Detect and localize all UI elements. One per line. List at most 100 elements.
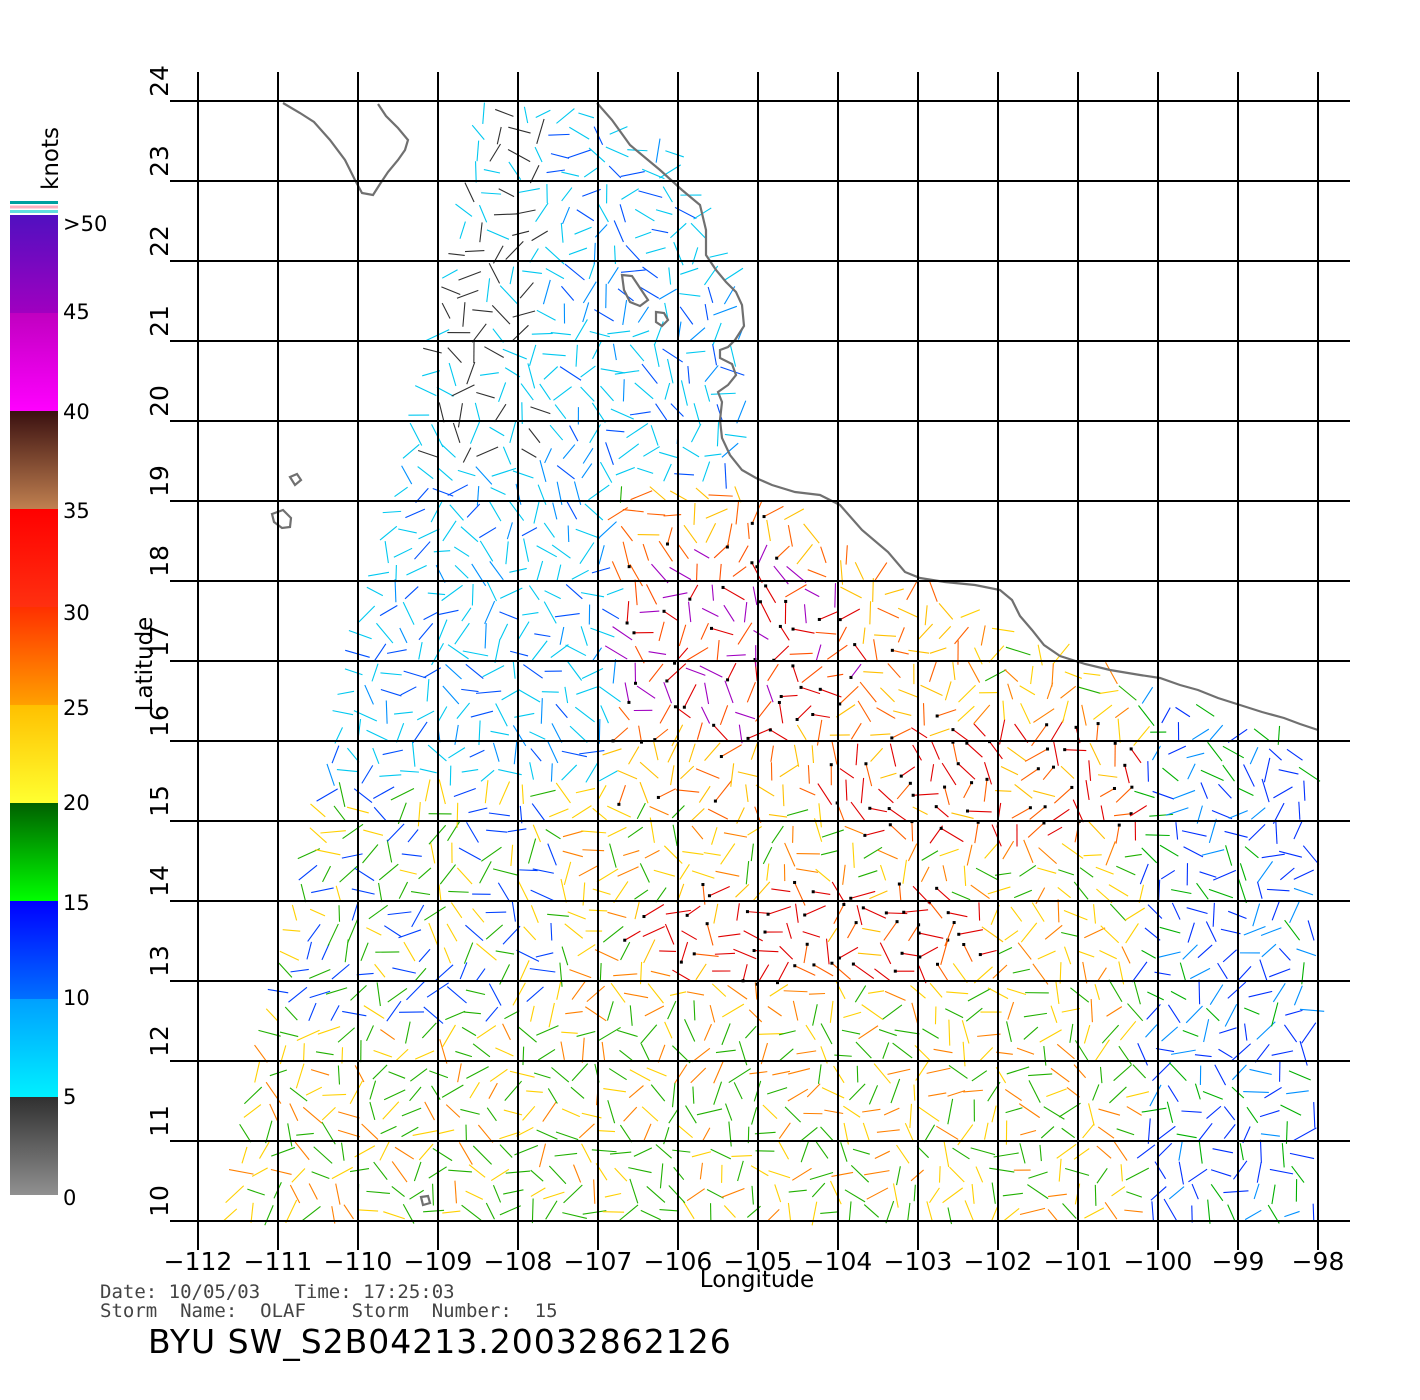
wind-vector <box>620 269 646 273</box>
wind-vector <box>667 741 679 763</box>
wind-vector <box>850 890 876 899</box>
wind-vector <box>1043 1106 1065 1120</box>
wind-vector <box>264 1205 274 1226</box>
wind-vector <box>1058 1158 1062 1182</box>
wind-vector-head <box>719 755 723 759</box>
wind-vector <box>559 626 565 645</box>
wind-vector <box>634 902 640 920</box>
wind-vector <box>602 748 622 756</box>
wind-vector <box>872 578 874 602</box>
wind-vector <box>534 633 551 638</box>
wind-vector-head <box>768 728 772 732</box>
wind-vector <box>738 545 749 563</box>
wind-vector <box>499 611 518 620</box>
wind-vector <box>991 824 1002 847</box>
wind-vector <box>1188 1168 1208 1183</box>
wind-vector <box>879 864 887 881</box>
wind-vector <box>768 814 788 818</box>
wind-vector <box>1301 1022 1317 1044</box>
wind-vector <box>834 1054 852 1057</box>
wind-vector <box>945 1008 964 1019</box>
wind-vector <box>575 528 601 539</box>
coastline-segment <box>654 310 670 328</box>
latitude-tick-label: 11 <box>145 1105 174 1137</box>
wind-vector <box>1019 685 1036 696</box>
wind-vector <box>495 108 514 117</box>
wind-vector <box>380 1029 396 1040</box>
wind-vector <box>548 1165 567 1185</box>
wind-vector <box>462 650 489 657</box>
wind-vector <box>787 1202 792 1221</box>
wind-vector <box>418 528 440 540</box>
wind-vector <box>451 384 475 397</box>
wind-vector <box>421 1022 437 1039</box>
wind-vector <box>904 1122 914 1142</box>
wind-vector <box>448 890 469 893</box>
wind-vector <box>1012 968 1030 974</box>
wind-vector <box>516 1126 534 1137</box>
wind-vector <box>662 186 673 203</box>
wind-vector <box>409 1189 425 1200</box>
wind-vector <box>1139 863 1149 885</box>
wind-vector <box>1223 1124 1236 1139</box>
wind-vector <box>731 1154 753 1158</box>
wind-vector <box>309 969 331 979</box>
wind-vector <box>563 861 572 886</box>
wind-vector <box>1227 1204 1236 1222</box>
wind-vector <box>607 267 619 284</box>
wind-vector <box>550 331 571 336</box>
wind-vector-head <box>692 952 696 956</box>
wind-vector <box>516 949 540 962</box>
wind-vector <box>309 908 326 917</box>
wind-vector <box>555 782 571 804</box>
wind-vector <box>502 348 527 360</box>
wind-vector <box>606 1001 614 1021</box>
wind-vector <box>643 903 665 917</box>
wind-vector <box>858 1025 879 1040</box>
wind-vector <box>1197 1123 1213 1142</box>
wind-vector <box>863 671 884 674</box>
wind-vector <box>963 1089 983 1093</box>
wind-vector <box>793 744 800 767</box>
latitude-tick-label: 18 <box>145 545 174 577</box>
wind-vector <box>1088 760 1092 781</box>
wind-vector <box>495 950 515 955</box>
wind-vector <box>1212 1148 1234 1154</box>
wind-vector <box>618 1204 639 1221</box>
wind-vector <box>1261 943 1277 958</box>
wind-vector <box>610 408 634 420</box>
colorbar-label: 35 <box>63 499 90 523</box>
wind-vector <box>659 704 671 724</box>
wind-vector-head <box>863 833 867 837</box>
wind-vector <box>685 667 706 676</box>
wind-vector <box>483 169 501 174</box>
wind-vector <box>1249 1068 1272 1075</box>
wind-vector <box>499 587 523 599</box>
wind-vector <box>455 203 473 217</box>
wind-vector-head <box>753 658 757 662</box>
wind-vector-head <box>1042 821 1046 825</box>
wind-vector <box>796 868 819 873</box>
wind-vector-head <box>918 955 922 959</box>
wind-vector <box>337 1065 341 1085</box>
wind-vector <box>1007 746 1026 762</box>
wind-vector <box>949 1166 965 1183</box>
wind-vector <box>442 685 460 705</box>
wind-vector <box>604 645 628 660</box>
wind-vector <box>337 1129 361 1138</box>
wind-vector <box>704 384 711 402</box>
wind-vector <box>860 777 865 804</box>
wind-vector <box>458 847 481 861</box>
wind-vector <box>447 484 469 496</box>
wind-vector <box>1031 902 1045 922</box>
wind-vector <box>840 1142 848 1162</box>
wind-vector <box>683 684 697 708</box>
colorbar-band-10-15 <box>10 901 58 999</box>
wind-vector <box>1141 847 1158 864</box>
wind-vector <box>920 684 943 697</box>
wind-vector <box>977 1033 1001 1037</box>
wind-vector <box>751 1185 754 1205</box>
wind-vector <box>715 1049 736 1054</box>
wind-vector <box>361 765 374 784</box>
wind-vector <box>1004 930 1019 941</box>
